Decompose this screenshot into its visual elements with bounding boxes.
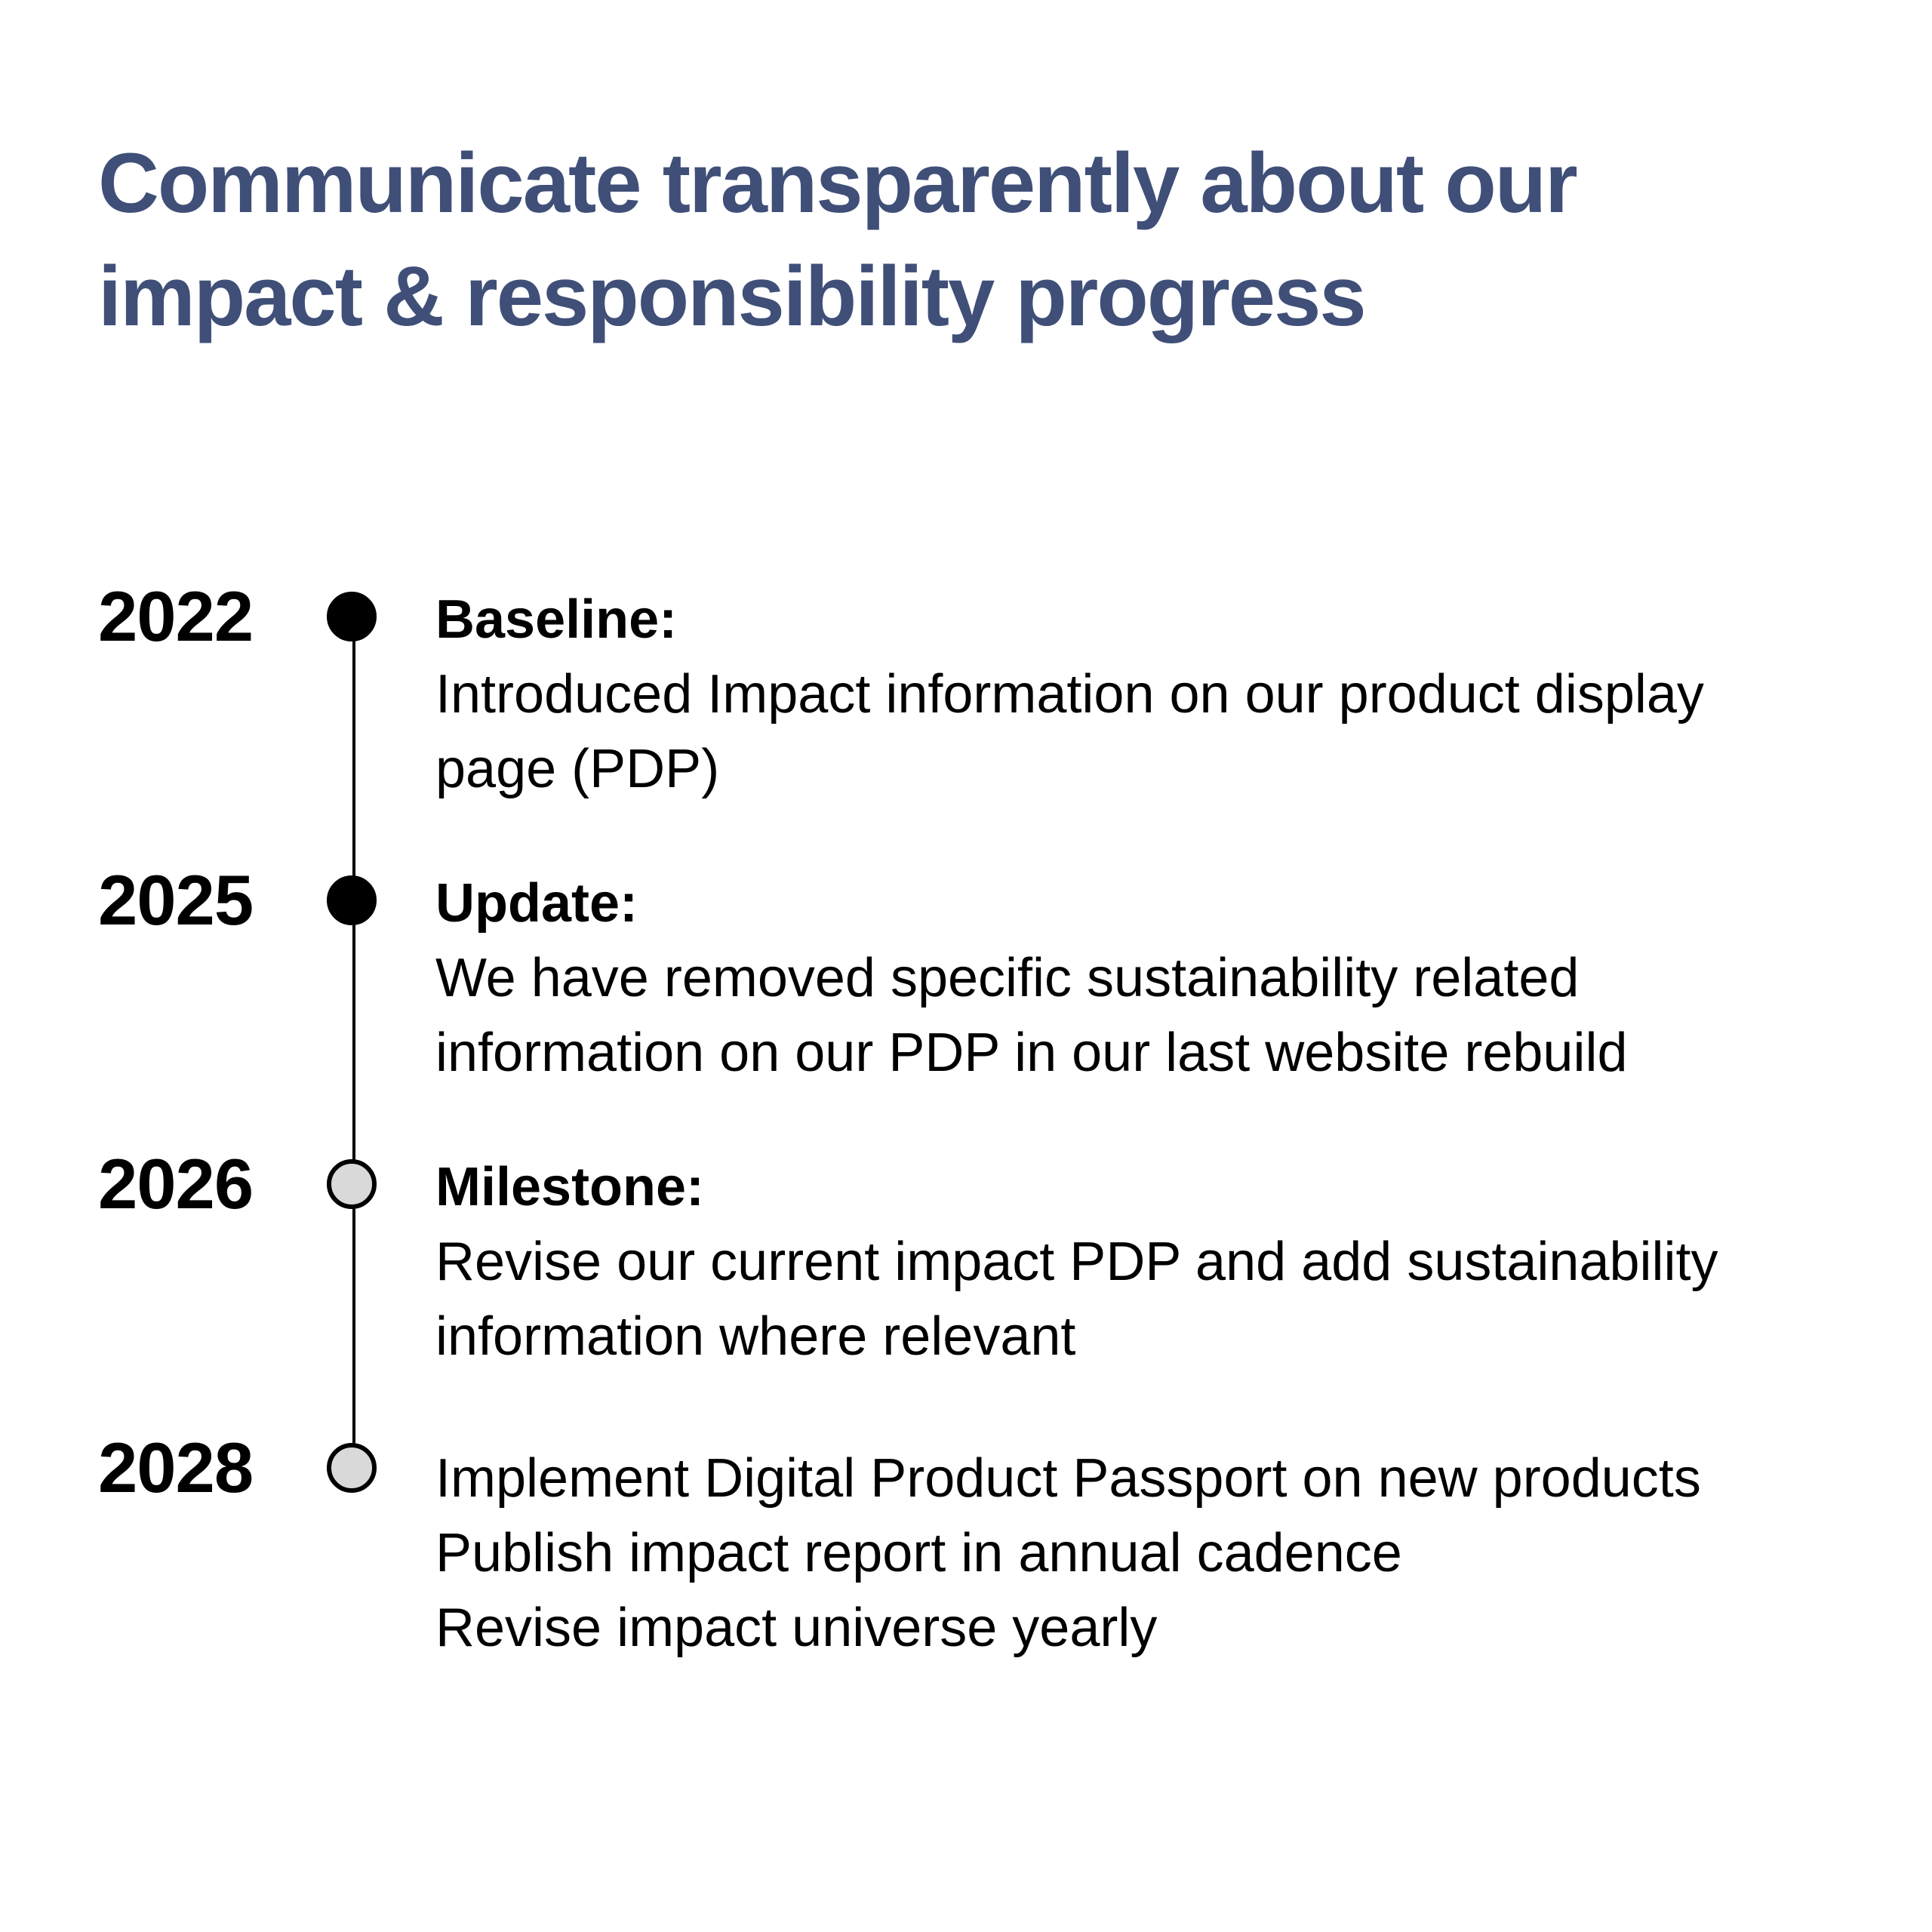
entry-label: Milestone: <box>435 1157 705 1217</box>
description-line: page (PDP) <box>435 739 720 799</box>
milestone-marker-completed <box>327 875 377 925</box>
milestone-marker-completed <box>327 592 377 641</box>
entry-label: Update: <box>435 873 638 934</box>
title-line-1: Communicate transparently about our <box>98 136 1578 230</box>
milestone-marker-planned <box>327 1443 377 1493</box>
description-line: Publish impact report in annual cadence <box>435 1523 1402 1583</box>
year-label: 2028 <box>98 1428 254 1507</box>
entry-content: Baseline: Introduced Impact information … <box>435 575 1869 807</box>
timeline-rail <box>352 613 355 1464</box>
description-line: Revise impact universe yearly <box>435 1598 1158 1658</box>
entry-content: Milestone: Revise our current impact PDP… <box>435 1143 1869 1374</box>
entry-description: Revise our current impact PDP and add su… <box>435 1225 1869 1374</box>
milestone-marker-planned <box>327 1159 377 1209</box>
entry-content: Update: We have removed specific sustain… <box>435 859 1869 1091</box>
year-label: 2025 <box>98 860 254 940</box>
description-line: Implement Digital Product Passport on ne… <box>435 1448 1701 1509</box>
year-label: 2026 <box>98 1144 254 1223</box>
page-title: Communicate transparently about our impa… <box>98 127 1834 353</box>
description-line: information on our PDP in our last websi… <box>435 1023 1628 1083</box>
entry-description: Introduced Impact information on our pro… <box>435 657 1869 807</box>
description-line: We have removed specific sustainability … <box>435 948 1580 1008</box>
year-label: 2022 <box>98 577 254 656</box>
title-line-2: impact & responsibility progress <box>98 249 1367 343</box>
description-line: Introduced Impact information on our pro… <box>435 664 1704 724</box>
description-line: Revise our current impact PDP and add su… <box>435 1232 1718 1292</box>
entry-description: Implement Digital Product Passport on ne… <box>435 1441 1869 1666</box>
entry-label: Baseline: <box>435 589 678 650</box>
description-line: information where relevant <box>435 1306 1076 1367</box>
entry-content: Implement Digital Product Passport on ne… <box>435 1441 1869 1666</box>
entry-description: We have removed specific sustainability … <box>435 941 1869 1091</box>
